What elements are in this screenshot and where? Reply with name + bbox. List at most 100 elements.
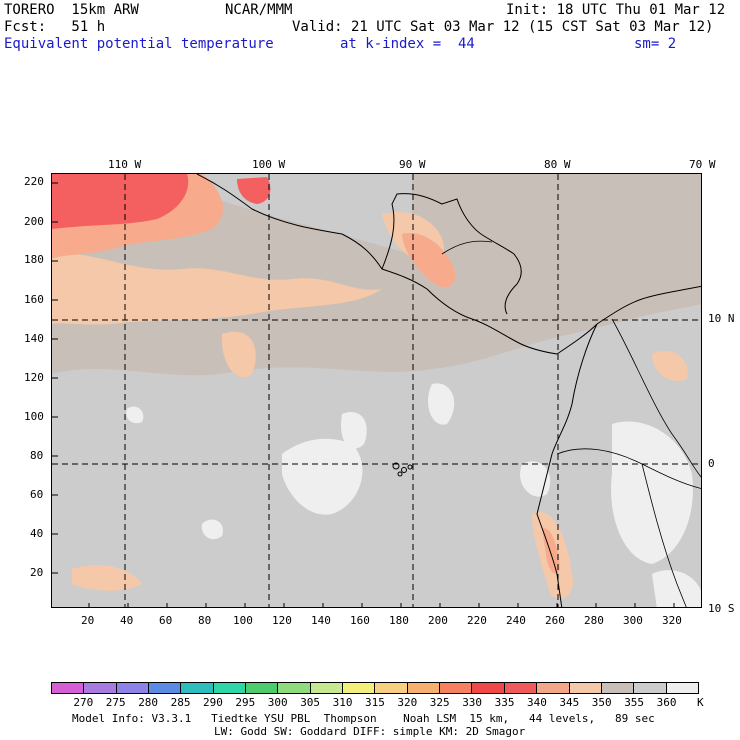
x-label-260: 260 [545, 614, 565, 627]
x-label-20: 20 [81, 614, 95, 627]
color-swatch [601, 683, 635, 693]
x-label-140: 140 [311, 614, 331, 627]
color-scale-bar [51, 682, 699, 694]
init-time: Init: 18 UTC Thu 01 Mar 12 [506, 2, 726, 18]
field-name: Equivalent potential temperature [4, 36, 274, 52]
color-swatch [278, 683, 311, 693]
x-label-180: 180 [389, 614, 409, 627]
x-label-300: 300 [623, 614, 643, 627]
color-swatch [343, 683, 376, 693]
color-scale-label: 270 [73, 696, 94, 709]
salmon-region [402, 233, 456, 288]
light-patch [341, 412, 367, 449]
y-label-60: 60 [30, 488, 44, 501]
level-label: at k-index = 44 [340, 36, 475, 52]
color-scale-label: 310 [332, 696, 353, 709]
color-swatch [569, 683, 602, 693]
coastline [536, 323, 598, 607]
color-scale-label: 305 [300, 696, 321, 709]
coastline [196, 174, 701, 355]
border [441, 240, 493, 255]
forecast-hour: Fcst: 51 h [4, 19, 106, 35]
light-patch [201, 519, 223, 540]
peach-region [652, 350, 688, 382]
y-label-220: 220 [24, 175, 44, 188]
galapagos-islands [392, 462, 413, 477]
red-region [237, 177, 271, 204]
color-scale-label: 320 [397, 696, 418, 709]
color-scale-label: 275 [105, 696, 126, 709]
color-scale-label: 355 [624, 696, 645, 709]
coastline [381, 193, 522, 315]
y-label-180: 180 [24, 253, 44, 266]
border [641, 463, 687, 607]
lon-label-100w: 100 W [252, 158, 286, 171]
color-scale-label: 350 [591, 696, 612, 709]
color-swatch [634, 683, 667, 693]
color-swatch [666, 683, 698, 693]
light-patch [611, 421, 693, 564]
color-swatch [116, 683, 150, 693]
color-scale-label: 285 [170, 696, 191, 709]
x-label-280: 280 [584, 614, 604, 627]
color-swatch [375, 683, 408, 693]
color-scale-label: 280 [138, 696, 159, 709]
y-label-200: 200 [24, 215, 44, 228]
y-label-140: 140 [24, 332, 44, 345]
color-scale-label: 340 [527, 696, 547, 709]
valid-time: Valid: 21 UTC Sat 03 Mar 12 (15 CST Sat … [292, 19, 714, 35]
x-label-100: 100 [233, 614, 253, 627]
light-patch [520, 461, 551, 497]
lat-label-10n: 10 N [708, 312, 735, 325]
model-info: Model Info: V3.3.1 Tiedtke YSU PBL Thomp… [72, 712, 655, 725]
color-scale-label: 335 [494, 696, 515, 709]
color-swatch [149, 683, 182, 693]
color-swatch [84, 683, 117, 693]
color-swatch [472, 683, 505, 693]
x-label-120: 120 [272, 614, 292, 627]
color-scale-label: 325 [429, 696, 450, 709]
color-swatch [537, 683, 570, 693]
light-patch [126, 406, 144, 424]
y-label-20: 20 [30, 566, 44, 579]
light-patch [282, 438, 363, 515]
color-swatch [310, 683, 344, 693]
color-swatch [440, 683, 473, 693]
x-label-160: 160 [350, 614, 370, 627]
x-label-80: 80 [198, 614, 212, 627]
y-label-120: 120 [24, 371, 44, 384]
lon-label-90w: 90 W [399, 158, 426, 171]
lat-label-0: 0 [708, 457, 715, 470]
color-swatch [407, 683, 441, 693]
y-label-160: 160 [24, 293, 44, 306]
border [556, 448, 701, 489]
y-label-40: 40 [30, 527, 44, 540]
color-swatch [52, 683, 85, 693]
x-label-320: 320 [662, 614, 682, 627]
color-swatch [181, 683, 214, 693]
graticule [52, 174, 701, 607]
peach-region [52, 253, 382, 325]
border [611, 318, 701, 478]
y-label-80: 80 [30, 449, 44, 462]
color-scale-label: 345 [559, 696, 580, 709]
color-scale-label: 315 [365, 696, 385, 709]
axis-ticks [52, 182, 675, 607]
x-label-200: 200 [428, 614, 448, 627]
map-canvas [52, 174, 701, 607]
red-region [52, 174, 189, 229]
model-name: TORERO 15km ARW [4, 2, 139, 18]
color-scale-label: 290 [203, 696, 223, 709]
color-scale-label: 295 [235, 696, 256, 709]
color-scale-label: 300 [267, 696, 288, 709]
lat-label-10s: 10 S [708, 602, 735, 615]
color-swatch [246, 683, 279, 693]
smoothing-label: sm= 2 [634, 36, 677, 52]
light-patch [427, 383, 455, 425]
light-patch [652, 570, 701, 607]
center-name: NCAR/MMM [225, 2, 293, 18]
y-label-100: 100 [24, 410, 44, 423]
x-label-220: 220 [467, 614, 487, 627]
map-panel [51, 173, 702, 608]
x-label-60: 60 [159, 614, 173, 627]
